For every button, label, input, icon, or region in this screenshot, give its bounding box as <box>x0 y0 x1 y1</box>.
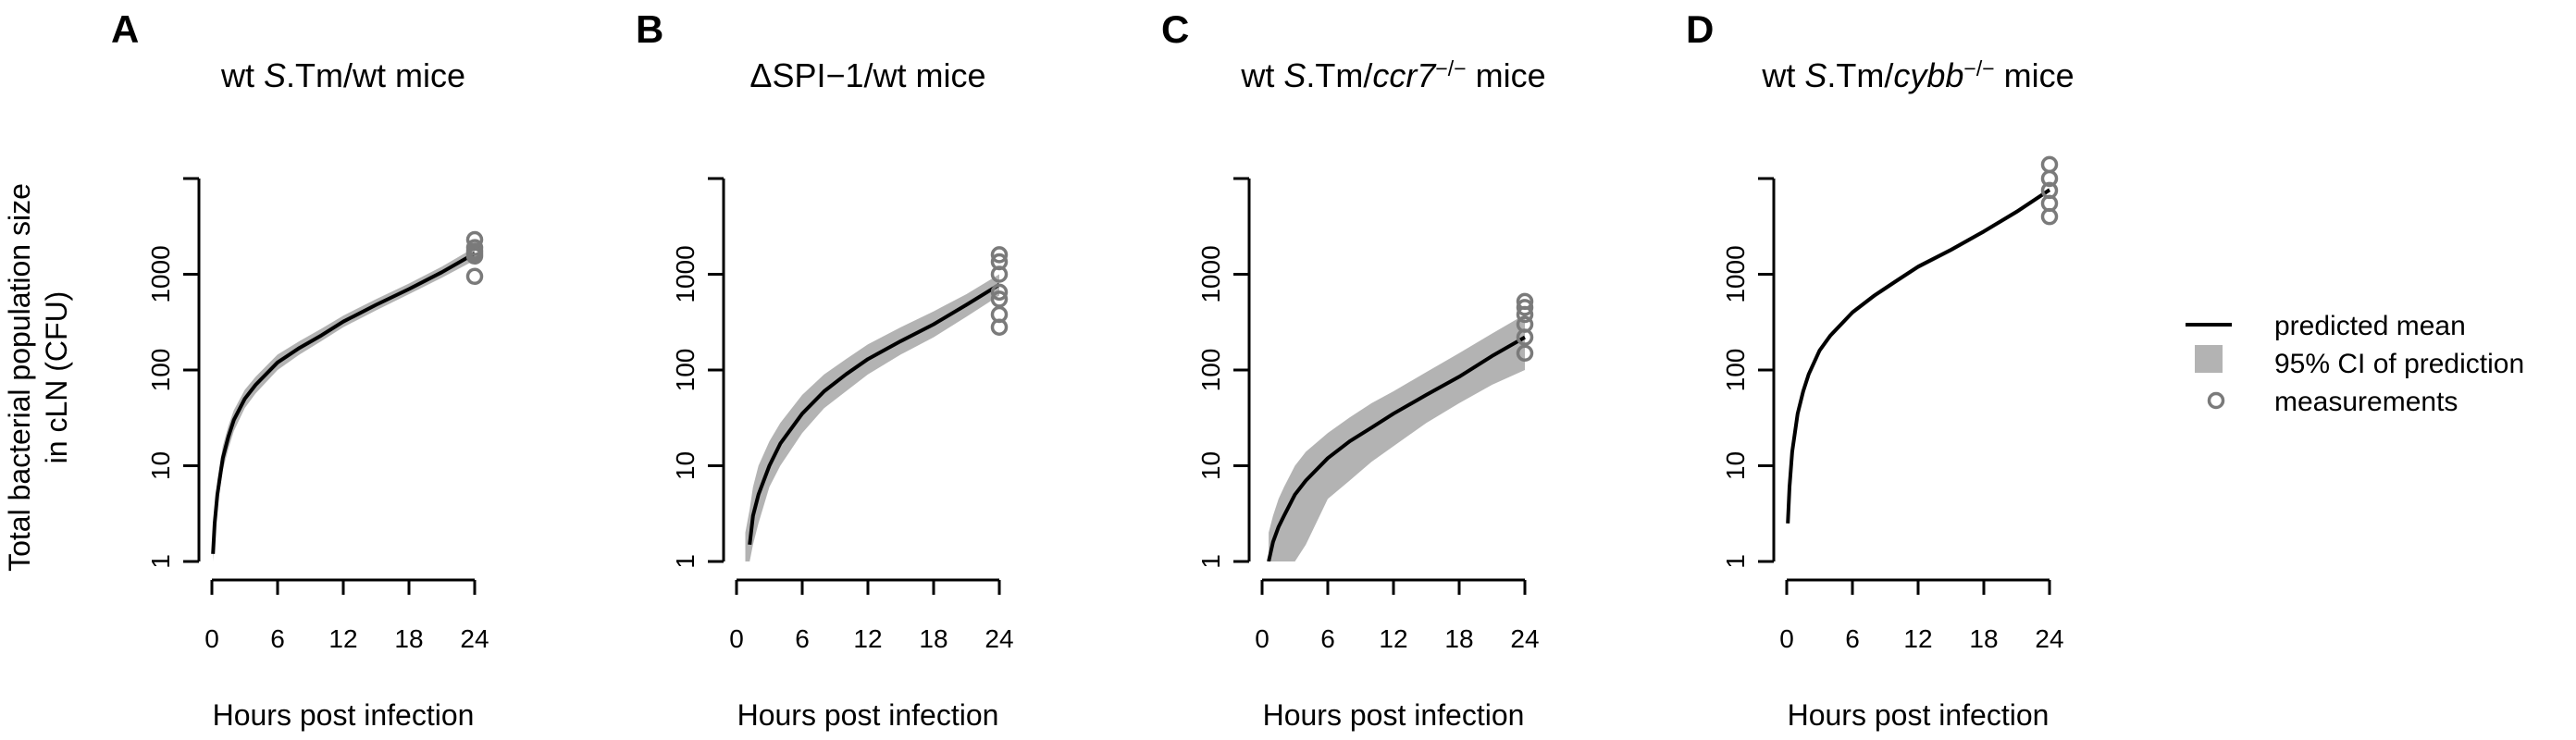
panel-title-part: ccr7 <box>1372 56 1437 94</box>
legend-measurements-label: measurements <box>2274 387 2458 417</box>
ci-band <box>213 247 475 561</box>
panel-title: wt S.Tm/cybb−/− mice <box>1761 56 2074 94</box>
panel-letter: A <box>111 7 139 51</box>
x-tick-label: 18 <box>394 624 423 653</box>
panel-title-part: .Tm/wt mice <box>286 56 465 94</box>
panel-letter: D <box>1686 7 1714 51</box>
x-tick-label: 12 <box>853 624 882 653</box>
y-tick-label: 1000 <box>1196 245 1225 302</box>
measurement-point <box>2040 155 2059 174</box>
measurement-point <box>1516 292 1534 311</box>
panel-title-part: .Tm/ <box>1827 56 1893 94</box>
x-tick-label: 0 <box>1255 624 1269 653</box>
panel-b: B ΔSPI−1/wt mice 1 10 100 1000 0 6 12 18 24 Hours p… <box>636 7 1014 732</box>
panel-a: Awt S.Tm/wt mice 1 10 100 1000 0 6 12 18 24 Hours … <box>111 7 489 732</box>
legend: predicted mean 95% CI of prediction meas… <box>2186 311 2524 417</box>
panel-c: Cwt S.Tm/ccr7−/− mice 1 10 100 1000 0 6 12 18 24 H… <box>1161 7 1546 732</box>
x-tick-label: 18 <box>919 624 947 653</box>
measurement-point <box>990 283 1009 302</box>
measurement-point <box>1516 344 1534 363</box>
panel-title-part: wt <box>1240 56 1283 94</box>
x-tick-label: 24 <box>985 624 1013 653</box>
panel-title-part: mice <box>1467 56 1546 94</box>
panel-title: wt S.Tm/wt mice <box>220 56 465 94</box>
ci-band <box>745 274 999 561</box>
legend-measurement-marker <box>2207 391 2225 410</box>
y-tick-label: 1 <box>671 554 700 569</box>
x-tick-label: 0 <box>729 624 744 653</box>
x-tick-label: 0 <box>204 624 219 653</box>
x-tick-label: 24 <box>1510 624 1539 653</box>
x-tick-label: 6 <box>1320 624 1335 653</box>
panel-title-part: ΔSPI−1/wt mice <box>749 56 985 94</box>
x-axis-label: Hours post infection <box>213 698 475 732</box>
x-tick-label: 18 <box>1969 624 1998 653</box>
y-tick-label: 1000 <box>671 245 700 302</box>
panel-title-part: wt <box>220 56 264 94</box>
measurement-point <box>465 230 484 249</box>
panel-title-part: .Tm/ <box>1306 56 1372 94</box>
x-axis-label: Hours post infection <box>737 698 999 732</box>
y-tick-label: 10 <box>671 451 700 480</box>
panel-title-part: −/− <box>1963 56 1994 80</box>
y-axis-label-line2: in cLN (CFU) <box>40 291 73 464</box>
x-tick-label: 6 <box>1845 624 1860 653</box>
x-tick-label: 6 <box>795 624 810 653</box>
measurement-point <box>1516 315 1534 333</box>
y-tick-label: 1 <box>146 554 175 569</box>
x-tick-label: 12 <box>328 624 357 653</box>
x-axis-label: Hours post infection <box>1263 698 1525 732</box>
ci-band <box>1788 188 2050 527</box>
panel-title-part: cybb <box>1893 56 1963 94</box>
mean-line <box>748 282 1001 546</box>
y-tick-label: 100 <box>671 349 700 392</box>
ci-band <box>1269 314 1525 561</box>
measurement-point <box>990 246 1009 264</box>
y-tick-label: 1 <box>1721 554 1750 569</box>
mean-line <box>1267 335 1526 561</box>
x-tick-label: 24 <box>460 624 489 653</box>
panel-title-part: −/− <box>1435 56 1466 80</box>
x-tick-label: 6 <box>270 624 285 653</box>
legend-ci-label: 95% CI of prediction <box>2274 349 2524 379</box>
mean-line <box>1786 188 2051 524</box>
panel-title: wt S.Tm/ccr7−/− mice <box>1240 56 1545 94</box>
y-tick-label: 1000 <box>1721 245 1750 302</box>
y-tick-label: 10 <box>1721 451 1750 480</box>
x-tick-label: 12 <box>1903 624 1932 653</box>
measurement-point <box>465 267 484 286</box>
x-axis-label: Hours post infection <box>1788 698 2050 732</box>
panel-title-part: wt <box>1761 56 1804 94</box>
y-tick-label: 1 <box>1196 554 1225 569</box>
y-tick-label: 1000 <box>146 245 175 302</box>
measurement-point <box>465 239 484 256</box>
y-tick-label: 10 <box>1196 451 1225 480</box>
measurement-point <box>990 290 1009 308</box>
panel-title-part: S <box>1804 56 1827 94</box>
y-tick-label: 100 <box>1721 349 1750 392</box>
x-tick-label: 0 <box>1779 624 1794 653</box>
measurement-point <box>990 253 1009 271</box>
x-tick-label: 18 <box>1444 624 1473 653</box>
measurement-point <box>2040 181 2059 200</box>
mean-line <box>211 252 476 554</box>
y-tick-label: 100 <box>1196 349 1225 392</box>
measurement-point <box>1516 299 1534 316</box>
legend-mean-label: predicted mean <box>2274 311 2466 341</box>
panel-title-part: S <box>1283 56 1306 94</box>
panel-title-part: S <box>264 56 286 94</box>
x-tick-label: 24 <box>2035 624 2063 653</box>
legend-ci-swatch <box>2195 345 2223 373</box>
x-tick-label: 12 <box>1379 624 1407 653</box>
y-axis-label-line1: Total bacterial population size <box>3 183 36 572</box>
y-tick-label: 100 <box>146 349 175 392</box>
panel-title-part: mice <box>1995 56 2074 94</box>
panel-d: Dwt S.Tm/cybb−/− mice 1 10 100 1000 0 6 12 18 24 H… <box>1686 7 2074 732</box>
panel-letter: C <box>1161 7 1189 51</box>
y-tick-label: 10 <box>146 451 175 480</box>
panel-letter: B <box>636 7 663 51</box>
panel-title: ΔSPI−1/wt mice <box>749 56 985 94</box>
